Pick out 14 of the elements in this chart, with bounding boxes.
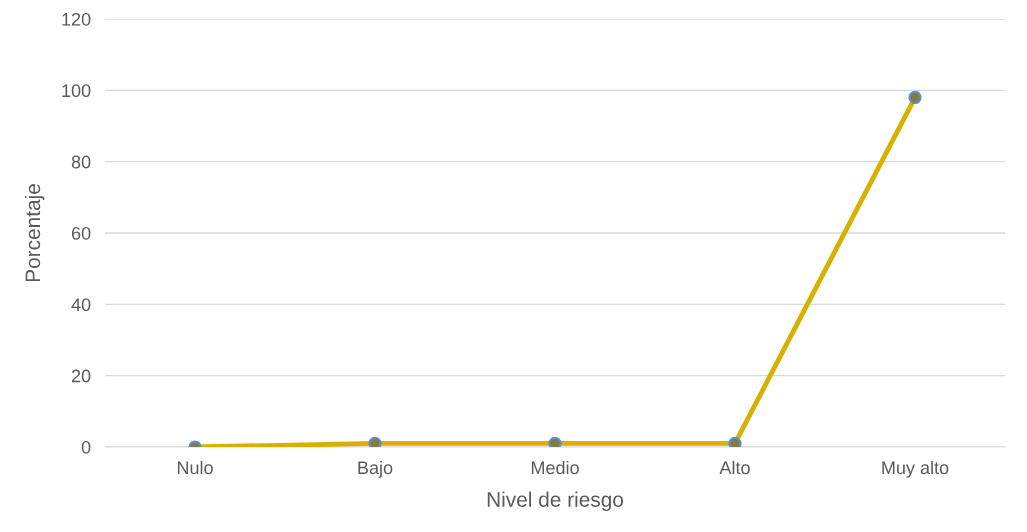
y-axis-title: Porcentaje — [24, 184, 45, 282]
x-tick-label: Muy alto — [882, 460, 949, 478]
y-tick-label: 60 — [71, 226, 91, 240]
y-tick-label: 100 — [62, 84, 91, 98]
x-tick-label: Nulo — [177, 460, 213, 475]
y-tick-label: 20 — [71, 369, 91, 383]
x-axis-title: Nivel de riesgo — [487, 491, 624, 512]
x-tick-label: Medio — [531, 460, 579, 475]
y-tick-label: 40 — [71, 298, 91, 312]
y-tick-label: 80 — [71, 155, 91, 169]
x-tick-label: Bajo — [358, 460, 393, 478]
y-tick-label: 120 — [62, 12, 91, 26]
x-tick-label: Alto — [719, 460, 750, 475]
y-tick-label: 0 — [81, 440, 91, 454]
